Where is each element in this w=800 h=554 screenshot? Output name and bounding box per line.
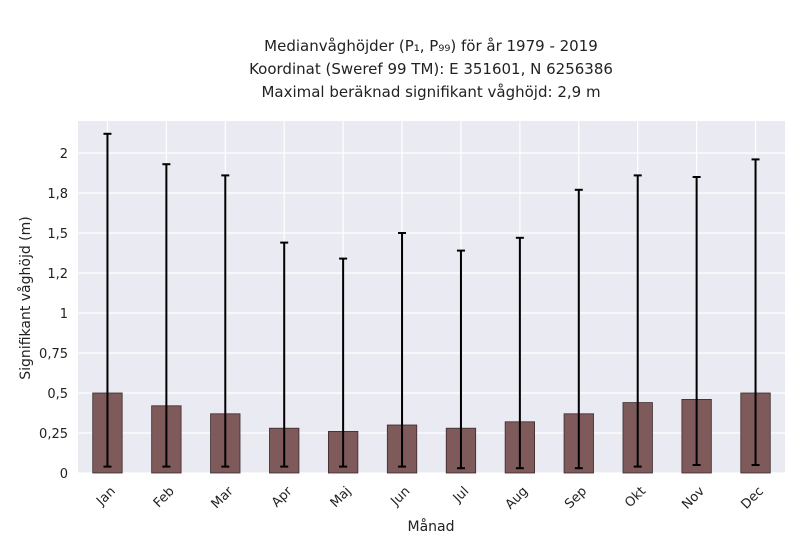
x-tick-label: Jan	[93, 484, 118, 509]
x-tick-label: Feb	[151, 484, 178, 511]
plot-area: 0 0,25 0,5 0,75 1 1,2 1,5 1,8 2 Jan Feb Mar Apr Maj Ju…	[39, 121, 785, 513]
x-tick-label: Nov	[679, 484, 708, 513]
chart-title-line-1: Medianvåghöjder (P₁, P₉₉) för år 1979 - …	[264, 37, 598, 55]
plot-background	[78, 121, 785, 473]
y-tick-label: 1,2	[47, 267, 68, 282]
y-axis-label: Signifikant våghöjd (m)	[17, 216, 34, 379]
x-tick-label: Jul	[450, 484, 472, 506]
x-tick-label: Maj	[328, 484, 355, 511]
x-axis-label: Månad	[408, 518, 455, 535]
x-tick-label: Mar	[209, 484, 237, 512]
y-tick-label: 0	[60, 467, 68, 482]
x-tick-label: Jun	[388, 484, 414, 510]
y-tick-label: 0,75	[39, 347, 68, 362]
x-tick-label: Apr	[269, 484, 296, 511]
x-tick-label: Sep	[562, 484, 590, 512]
y-tick-label: 0,25	[39, 427, 68, 442]
y-tick-label: 1	[60, 307, 68, 322]
chart-title-line-2: Koordinat (Sweref 99 TM): E 351601, N 62…	[249, 60, 613, 78]
y-tick-label: 0,5	[47, 387, 68, 402]
x-tick-label: Okt	[622, 484, 649, 511]
y-tick-label: 1,5	[47, 227, 68, 242]
chart-title-line-3: Maximal beräknad signifikant våghöjd: 2,…	[261, 83, 600, 101]
y-tick-label: 1,8	[47, 187, 68, 202]
x-tick-label: Aug	[503, 484, 532, 513]
y-tick-label: 2	[60, 147, 68, 162]
x-tick-label: Dec	[738, 484, 766, 512]
